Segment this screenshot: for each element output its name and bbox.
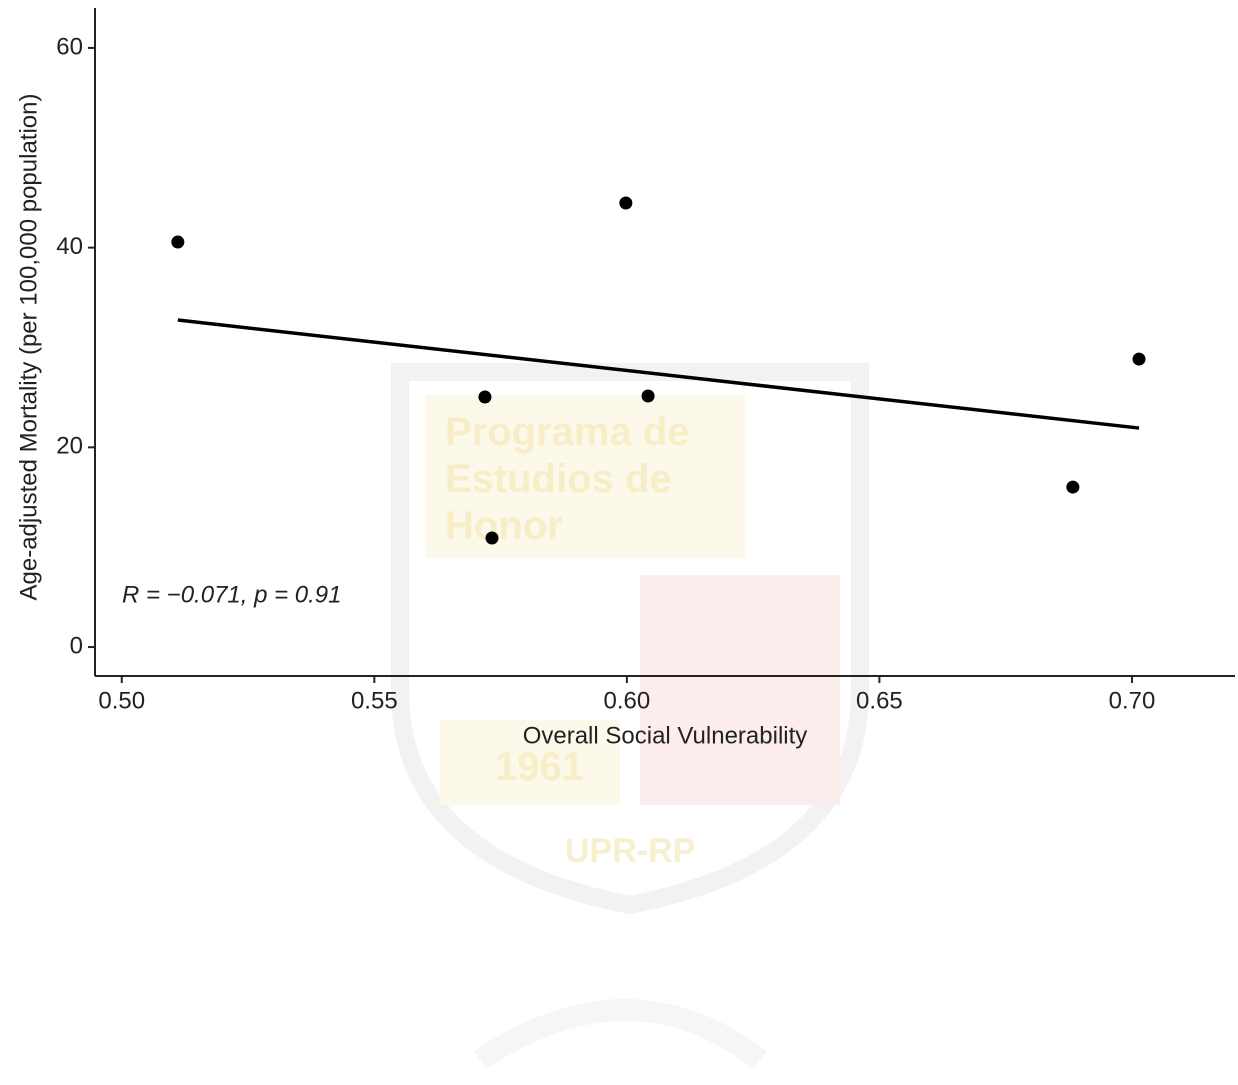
- watermark-panel: [640, 575, 840, 805]
- watermark-text: 1961: [495, 745, 584, 789]
- point: [642, 390, 655, 403]
- watermark-text: UPR-RP: [565, 832, 695, 870]
- x-tick-label: 0.50: [98, 687, 145, 714]
- annotation: R = −0.071, p = 0.91: [122, 581, 342, 608]
- point: [486, 532, 499, 545]
- x-tick-label: 0.60: [604, 687, 651, 714]
- point: [478, 391, 491, 404]
- y-axis-title: Age-adjusted Mortality (per 100,000 popu…: [15, 94, 42, 601]
- y-tick-label: 20: [56, 433, 83, 460]
- y-tick-label: 60: [56, 33, 83, 60]
- y-tick-label: 40: [56, 233, 83, 260]
- x-tick-label: 0.70: [1109, 687, 1156, 714]
- x-tick-label: 0.55: [351, 687, 398, 714]
- watermark-text: Programa de: [445, 410, 690, 454]
- y-tick-label: 0: [70, 632, 83, 659]
- x-tick-label: 0.65: [856, 687, 903, 714]
- x-axis-title: Overall Social Vulnerability: [523, 722, 808, 749]
- point: [1066, 481, 1079, 494]
- chart: Programa de Estudios de Honor 1961 UPR-R…: [0, 0, 1238, 1085]
- watermark-text: Honor: [445, 504, 563, 548]
- point: [619, 197, 632, 210]
- point: [1133, 353, 1146, 366]
- point: [171, 236, 184, 249]
- watermark-ribbon: [480, 1010, 760, 1060]
- watermark-text: Estudios de: [445, 457, 672, 501]
